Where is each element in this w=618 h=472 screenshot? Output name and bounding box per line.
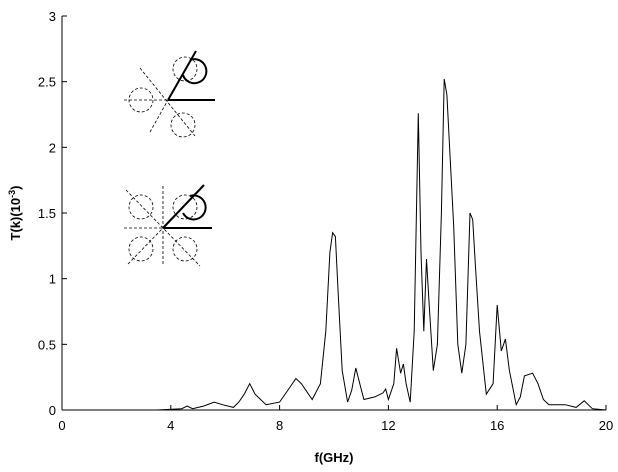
x-tick-label: 0 bbox=[58, 418, 65, 433]
y-tick-label: 1.5 bbox=[38, 206, 56, 221]
data-line bbox=[62, 78, 607, 411]
y-axis-label: T(k)(10-3) bbox=[7, 186, 23, 241]
y-tick-label: 0.5 bbox=[38, 337, 56, 352]
x-tick-label: 16 bbox=[490, 418, 504, 433]
inset-diagram bbox=[124, 50, 215, 138]
y-tick-label: 2 bbox=[49, 140, 56, 155]
y-tick-label: 1 bbox=[49, 272, 56, 287]
y-label-suffix: ) bbox=[8, 186, 23, 190]
y-label-base: T(k)(10 bbox=[8, 198, 23, 241]
y-tick-label: 2.5 bbox=[38, 75, 56, 90]
x-tick-label: 8 bbox=[276, 418, 283, 433]
y-tick-label: 0 bbox=[49, 403, 56, 418]
inset-diagram bbox=[124, 184, 212, 267]
x-tick-label: 4 bbox=[167, 418, 174, 433]
y-tick-label: 3 bbox=[49, 9, 56, 24]
y-label-exponent: -3 bbox=[7, 190, 17, 198]
x-tick-label: 20 bbox=[599, 418, 613, 433]
x-axis-label: f(GHz) bbox=[315, 450, 354, 465]
x-tick-label: 12 bbox=[381, 418, 395, 433]
